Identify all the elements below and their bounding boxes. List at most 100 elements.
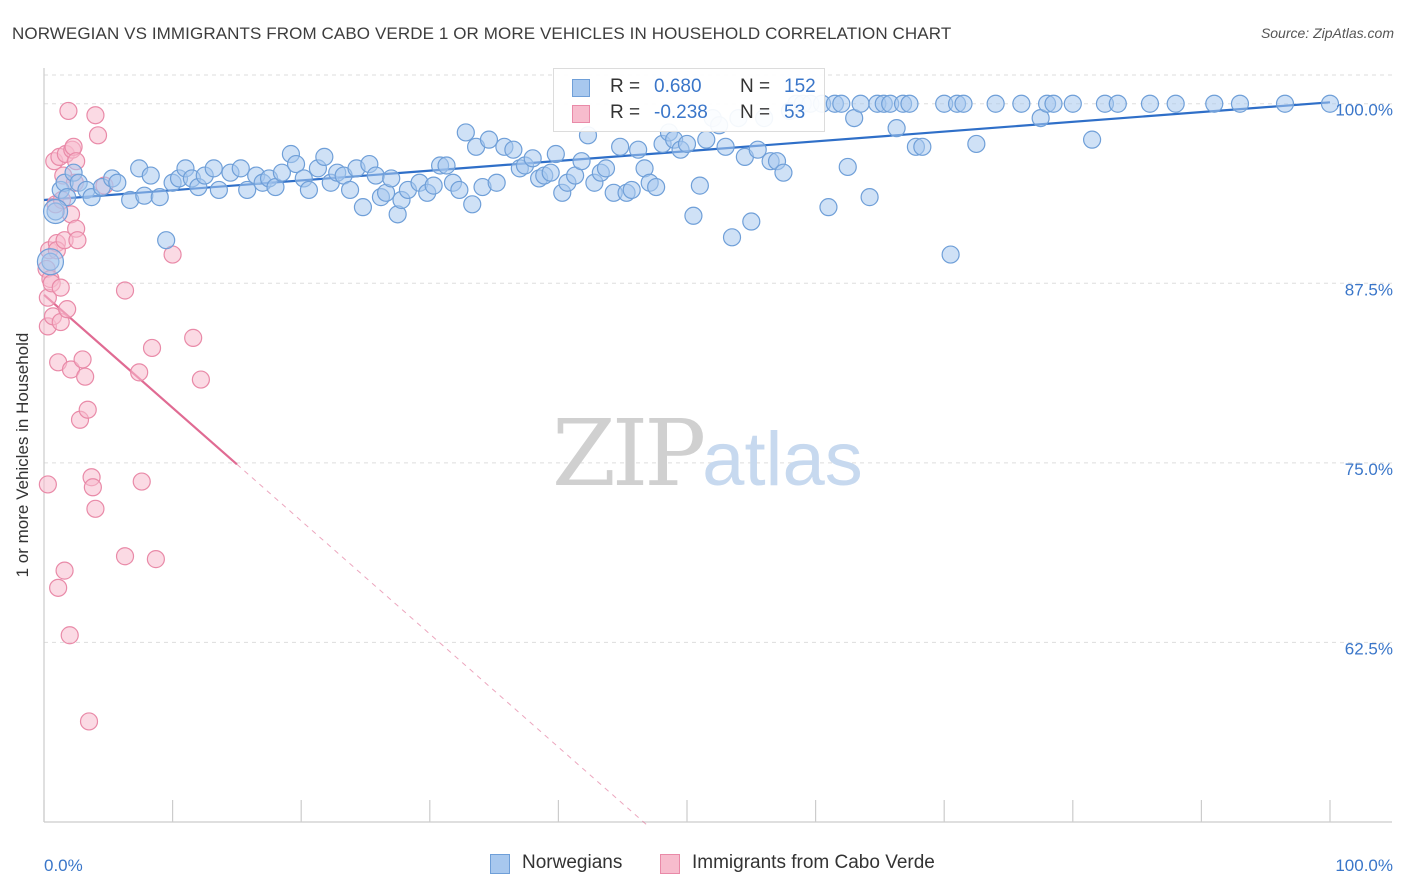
blue-point: [647, 177, 666, 197]
blue-point: [742, 212, 761, 231]
blue-point: [340, 180, 360, 200]
blue-point: [1320, 94, 1340, 113]
blue-point: [774, 163, 793, 182]
pink-point: [184, 328, 203, 347]
blue-point: [209, 180, 228, 200]
blue-point: [697, 130, 716, 149]
legend-r-value: 0.680: [654, 76, 702, 97]
blue-point: [900, 94, 919, 113]
blue-point: [838, 157, 857, 177]
blue-point: [437, 156, 456, 175]
y-tick-label: 75.0%: [1345, 460, 1393, 479]
watermark-zip: ZIP: [552, 400, 706, 507]
legend-n-label: N =: [740, 102, 771, 123]
blue-point: [941, 245, 960, 264]
blue-point: [596, 159, 616, 178]
blue-point: [157, 231, 176, 250]
grid-lines: [44, 74, 1392, 643]
blue-point: [523, 149, 542, 168]
blue-point: [141, 166, 160, 185]
blue-point: [1082, 130, 1102, 149]
pink-point: [130, 363, 149, 382]
pink-point: [79, 712, 99, 731]
blue-point: [611, 137, 630, 156]
chart-title: NORWEGIAN VS IMMIGRANTS FROM CABO VERDE …: [12, 24, 952, 43]
blue-point: [42, 198, 69, 225]
blue-point: [1230, 94, 1250, 113]
blue-point: [572, 152, 591, 171]
legend-n-value: 152: [784, 76, 816, 97]
y-axis-label: 1 or more Vehicles in Household: [13, 332, 32, 578]
blue-point: [272, 163, 292, 182]
blue-point: [456, 123, 475, 142]
pink-point: [38, 475, 57, 494]
blue-point: [1166, 94, 1185, 113]
blue-point: [860, 188, 879, 207]
blue-point: [851, 94, 870, 113]
blue-point: [1275, 94, 1295, 113]
bottom-legend-swatch-blue: [490, 854, 510, 874]
pink-point: [86, 499, 105, 518]
pink-point: [88, 126, 108, 145]
blue-point: [1140, 94, 1160, 113]
bottom-legend-label: Immigrants from Cabo Verde: [692, 852, 935, 873]
blue-point: [150, 188, 169, 207]
legend-r-label: R =: [610, 102, 641, 123]
pink-point: [146, 550, 165, 569]
blue-point: [286, 154, 306, 174]
pink-point: [68, 231, 87, 250]
blue-point: [1063, 94, 1082, 113]
x-tick-label: 0.0%: [44, 856, 83, 875]
pink-point: [51, 278, 70, 297]
y-tick-label: 100.0%: [1335, 101, 1393, 120]
pink-point: [73, 350, 92, 369]
pink-point: [191, 370, 210, 389]
blue-point: [135, 186, 154, 205]
blue-point: [546, 144, 565, 164]
blue-point: [716, 137, 735, 156]
blue-point: [541, 163, 560, 182]
tick-labels: 100.0% 87.5% 75.0% 62.5% 0.0% 100.0%: [44, 101, 1393, 875]
blue-point: [677, 134, 697, 154]
pink-point: [86, 106, 105, 125]
pink-point: [49, 578, 68, 597]
pink-point: [55, 561, 74, 580]
y-tick-label: 62.5%: [1345, 639, 1393, 658]
blue-point: [967, 134, 986, 154]
blue-point: [424, 176, 443, 195]
blue-point: [1044, 94, 1063, 113]
blue-point: [463, 195, 482, 214]
watermark-atlas: atlas: [702, 417, 863, 502]
blue-point: [819, 198, 838, 217]
blue-point: [722, 228, 742, 247]
blue-point: [913, 137, 932, 156]
blue-point: [1012, 94, 1031, 113]
blue-point: [450, 180, 469, 200]
pink-point: [76, 367, 95, 386]
x-tick-label: 100.0%: [1335, 856, 1393, 875]
legend-n-value: 53: [784, 102, 806, 123]
stats-legend: R = 0.680 N = 152 R = -0.238 N = 53: [553, 68, 825, 132]
blue-point: [36, 248, 65, 276]
blue-point: [479, 130, 499, 149]
blue-point: [382, 169, 401, 188]
blue-point: [832, 94, 851, 113]
pink-point: [61, 360, 81, 379]
pink-point: [83, 478, 102, 497]
legend-swatch-blue: [572, 79, 590, 97]
blue-point: [1205, 94, 1224, 113]
blue-point: [684, 206, 703, 225]
axes: [43, 68, 1392, 823]
blue-point: [629, 140, 648, 159]
blue-point: [504, 140, 523, 159]
pink-point: [58, 300, 77, 319]
legend-swatch-pink: [572, 105, 590, 123]
pink-point: [59, 101, 78, 121]
blue-point: [887, 119, 906, 138]
blue-point: [299, 180, 319, 200]
cabo-verde-trend-extension: [236, 463, 649, 827]
blue-point: [231, 159, 250, 178]
blue-point: [1108, 94, 1127, 113]
watermark: ZIPatlas: [552, 400, 863, 507]
